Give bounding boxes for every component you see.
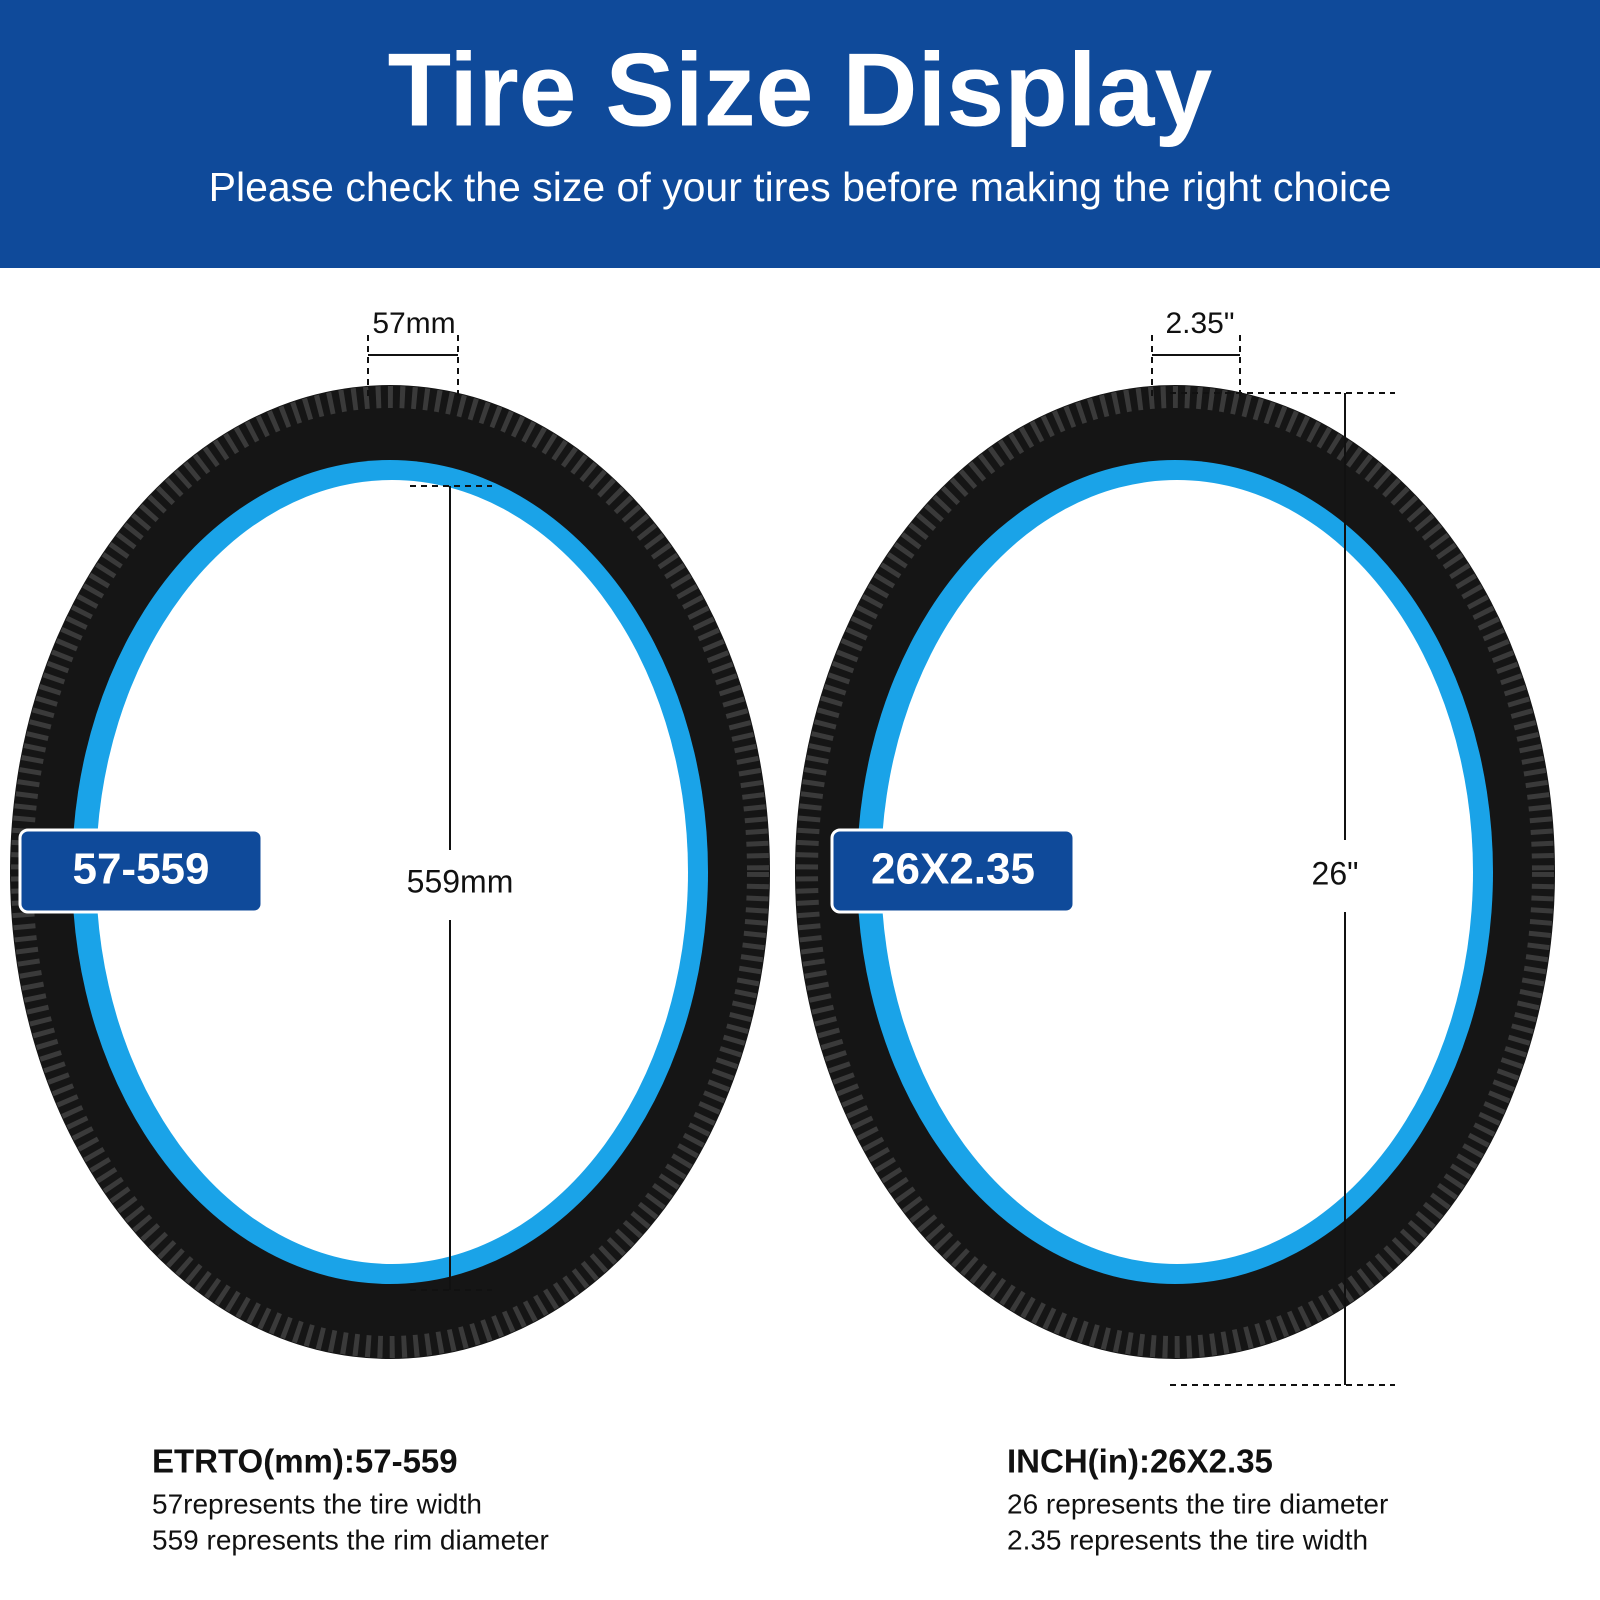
caption-title: ETRTO(mm):57-559: [152, 1443, 458, 1480]
badge: [18, 828, 264, 914]
diameter-label: 559mm: [407, 863, 514, 899]
header-band: [0, 0, 1600, 268]
title: Tire Size Display: [388, 32, 1213, 148]
badge: [830, 828, 1076, 914]
badge-text: 26X2.35: [871, 845, 1035, 894]
subtitle: Please check the size of your tires befo…: [209, 164, 1392, 210]
tire-right: 2.35" 26" 26X2.35 INCH(in):26X2.35 26 re…: [795, 307, 1555, 1555]
caption-title: INCH(in):26X2.35: [1007, 1443, 1273, 1480]
width-label: 2.35": [1165, 307, 1234, 340]
width-label: 57mm: [372, 307, 455, 340]
badge-text: 57-559: [72, 845, 209, 894]
caption-line: 57represents the tire width: [152, 1488, 482, 1519]
tread: [796, 386, 1554, 1358]
caption-line: 2.35 represents the tire width: [1007, 1524, 1368, 1555]
rim-inner: [96, 480, 688, 1264]
rim-inner: [881, 480, 1473, 1264]
tire-left: 57mm 559mm 57-559 ETRTO(mm):57-559 57rep…: [10, 307, 770, 1555]
caption-line: 26 represents the tire diameter: [1007, 1488, 1388, 1519]
tread: [11, 386, 769, 1358]
caption-line: 559 represents the rim diameter: [152, 1524, 549, 1555]
diameter-label: 26": [1312, 855, 1359, 891]
